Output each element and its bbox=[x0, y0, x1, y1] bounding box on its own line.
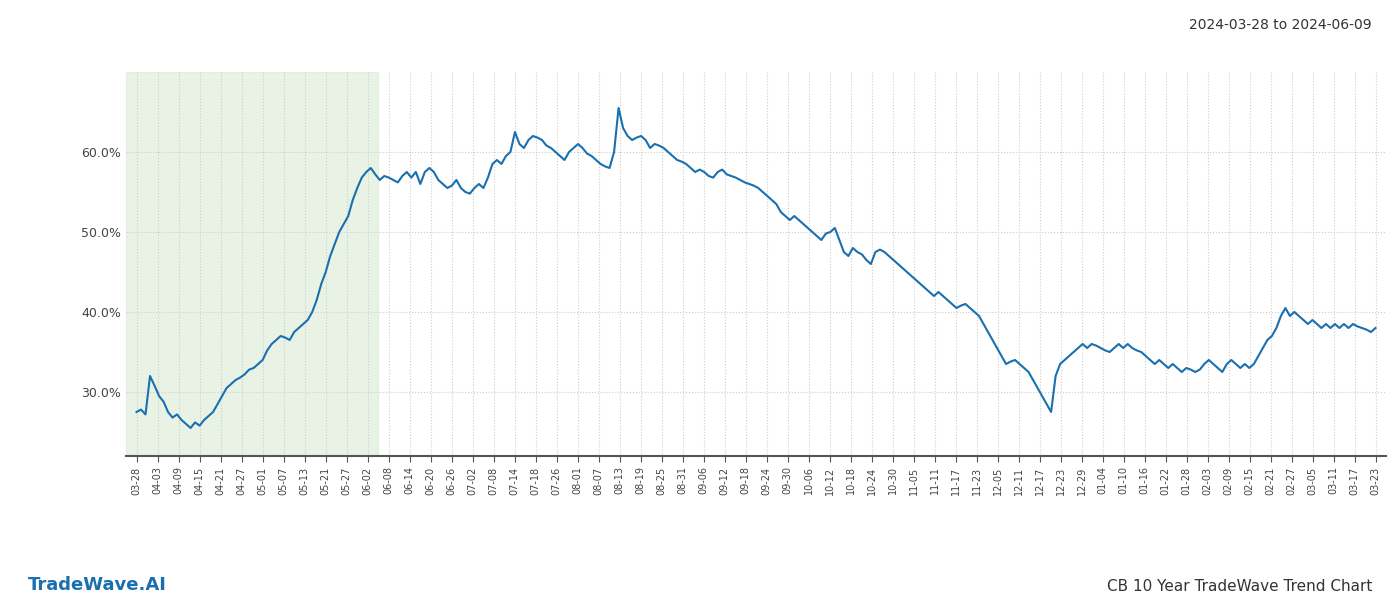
Text: 2024-03-28 to 2024-06-09: 2024-03-28 to 2024-06-09 bbox=[1190, 18, 1372, 32]
Text: CB 10 Year TradeWave Trend Chart: CB 10 Year TradeWave Trend Chart bbox=[1106, 579, 1372, 594]
Text: TradeWave.AI: TradeWave.AI bbox=[28, 576, 167, 594]
Bar bbox=[126, 72, 378, 456]
